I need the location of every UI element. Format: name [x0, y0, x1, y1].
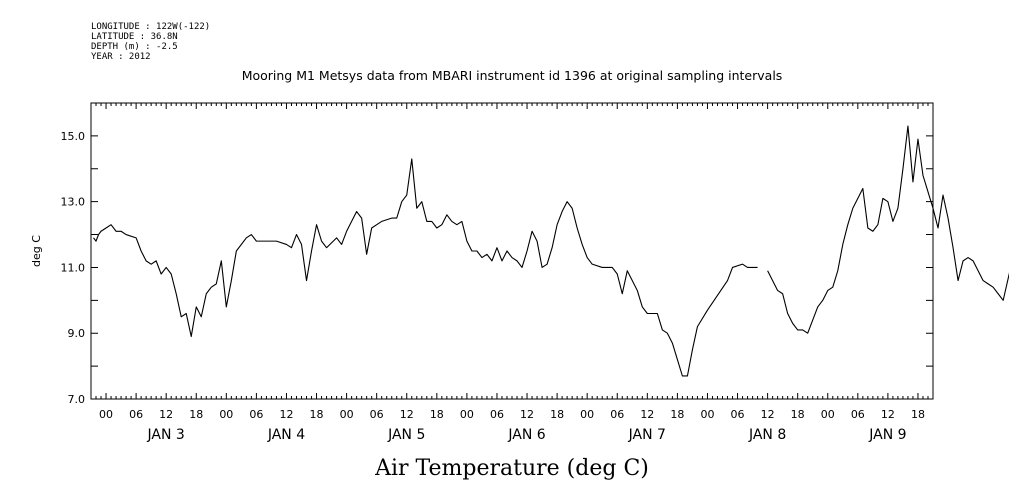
axis-ticks: [90, 102, 934, 400]
x-tick-label: 18: [189, 408, 203, 421]
x-tick-label: 00: [821, 408, 835, 421]
y-tick-label: 11.0: [61, 261, 86, 274]
x-tick-label: 12: [520, 408, 534, 421]
temperature-series-line: [93, 158, 758, 377]
depth-text: DEPTH (m) : -2.5: [91, 42, 178, 52]
x-tick-label: 12: [761, 408, 775, 421]
day-label: JAN 9: [868, 427, 906, 443]
year-text: YEAR : 2012: [91, 52, 151, 62]
y-axis-label: deg C: [30, 235, 43, 267]
tick-marks: [90, 102, 934, 400]
day-label: JAN 7: [628, 427, 666, 443]
x-tick-label: 12: [159, 408, 173, 421]
x-tick-label: 00: [460, 408, 474, 421]
x-tick-label: 12: [881, 408, 895, 421]
x-tick-label: 06: [370, 408, 384, 421]
x-tick-label: 06: [490, 408, 504, 421]
x-tick-label: 06: [129, 408, 143, 421]
y-tick-label: 13.0: [61, 196, 86, 209]
y-tick-label: 7.0: [68, 393, 86, 406]
data-lines: [93, 125, 1009, 377]
plot-frame: [90, 102, 934, 400]
latitude-text: LATITUDE : 36.8N: [91, 32, 178, 42]
y-axis: 7.0 9.0 11.0 13.0 15.0: [61, 130, 86, 406]
x-tick-label: 12: [400, 408, 414, 421]
x-tick-label: 00: [580, 408, 594, 421]
x-tick-label: 06: [249, 408, 263, 421]
day-label: JAN 4: [267, 427, 305, 443]
x-tick-label: 00: [340, 408, 354, 421]
x-tick-label: 12: [640, 408, 654, 421]
chart-title: Mooring M1 Metsys data from MBARI instru…: [242, 68, 783, 83]
day-label: JAN 8: [748, 427, 786, 443]
x-tick-label: 18: [430, 408, 444, 421]
x-tick-label: 18: [550, 408, 564, 421]
temperature-series-line: [767, 125, 1009, 334]
longitude-text: LONGITUDE : 122W(-122): [91, 22, 210, 32]
x-tick-label: 06: [610, 408, 624, 421]
x-tick-label: 18: [670, 408, 684, 421]
day-label: JAN 5: [387, 427, 425, 443]
day-label: JAN 6: [507, 427, 545, 443]
y-tick-label: 15.0: [61, 130, 86, 143]
y-tick-label: 9.0: [68, 327, 86, 340]
day-label: JAN 3: [147, 427, 185, 443]
x-tick-label: 00: [700, 408, 714, 421]
metadata-header: LONGITUDE : 122W(-122) LATITUDE : 36.8N …: [91, 22, 210, 62]
x-tick-label: 18: [310, 408, 324, 421]
x-tick-label: 00: [219, 408, 233, 421]
x-tick-label: 12: [279, 408, 293, 421]
x-tick-label: 18: [791, 408, 805, 421]
x-axis-title: Air Temperature (deg C): [374, 456, 649, 481]
x-tick-label: 18: [911, 408, 925, 421]
x-tick-label: 06: [851, 408, 865, 421]
x-tick-label: 00: [99, 408, 113, 421]
x-tick-label: 06: [731, 408, 745, 421]
